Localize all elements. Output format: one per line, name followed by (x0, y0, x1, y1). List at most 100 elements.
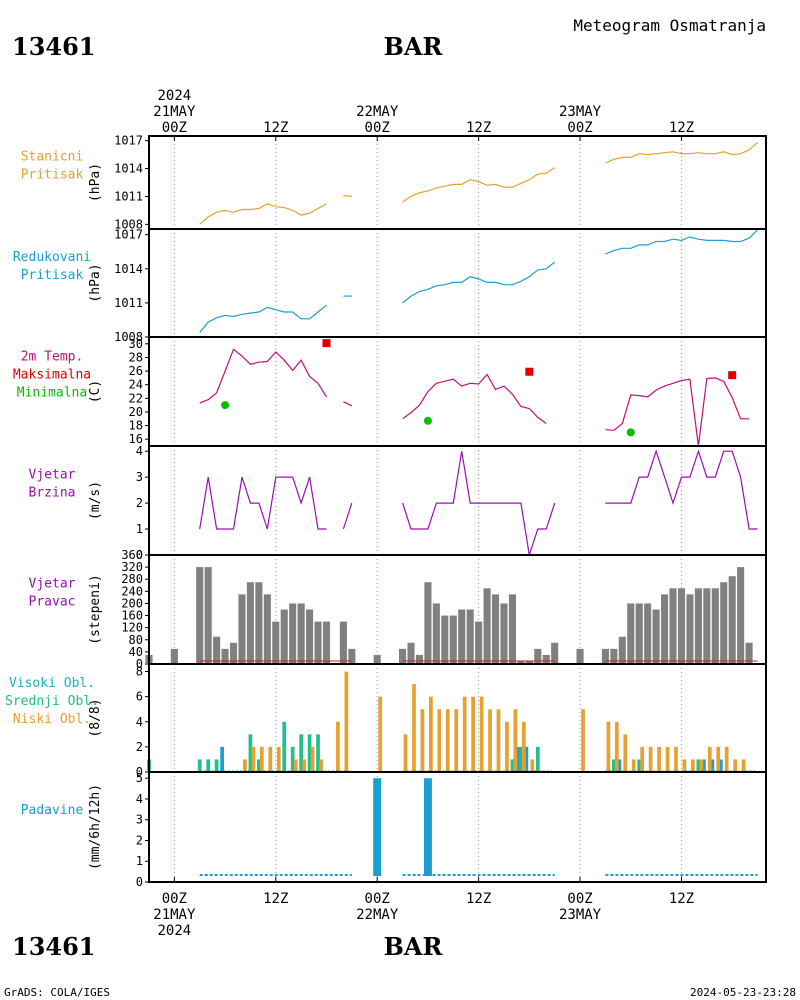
panel-temperature (145, 336, 767, 447)
wind-direction-bar (483, 588, 491, 664)
cloud-bar (516, 746, 520, 772)
cloud-bar (403, 734, 408, 772)
panel-label: Visoki Obl. (9, 676, 95, 691)
series-line-0-1 (343, 401, 353, 407)
y-tick-label: 28 (129, 350, 143, 364)
cloud-bar (293, 759, 298, 772)
series-line-0-1 (343, 194, 352, 197)
cloud-bar (716, 746, 721, 772)
cloud-bar (412, 684, 416, 772)
cloud-bar (718, 759, 723, 772)
y-tick-label: 30 (129, 337, 143, 351)
cloud-bar (259, 746, 264, 772)
wind-direction-bar (694, 588, 702, 664)
wind-direction-bar (661, 594, 669, 664)
bottom-time-label: 21MAY (153, 907, 196, 923)
wind-direction-bar (508, 594, 516, 664)
y-axis-label: (hPa) (88, 263, 103, 302)
wind-direction-bar (322, 621, 331, 664)
bottom-time-label: 2024 (157, 923, 191, 939)
cloud-bar (524, 746, 529, 772)
cloud-bar (344, 671, 349, 772)
panel-label: Vjetar (29, 577, 76, 592)
panel-cloud_cover (145, 663, 767, 773)
cloud-bar (197, 759, 202, 772)
y-axis-label: (m/s) (88, 481, 103, 520)
top-time-label: 00Z (365, 120, 390, 136)
y-tick-label: 26 (129, 364, 143, 378)
panel-label: Maksimalna (13, 368, 91, 383)
max-temp-marker (728, 371, 737, 380)
cloud-bar (496, 709, 501, 772)
wind-direction-bar (272, 621, 280, 664)
y-axis-label: (mm/6h/12h) (88, 784, 103, 870)
wind-direction-bar (618, 636, 626, 664)
cloud-bar (299, 734, 303, 772)
y-tick-label: 1014 (114, 262, 143, 276)
cloud-bar (614, 721, 619, 772)
wind-direction-bar (677, 588, 686, 664)
cloud-bar (479, 696, 484, 772)
wind-direction-bar (297, 603, 305, 664)
cloud-bar (420, 709, 425, 772)
y-tick-label: 1017 (114, 134, 143, 148)
y-tick-label: 80 (129, 633, 143, 647)
station-id-top: 13461 (12, 32, 96, 61)
footer-credit: GrADS: COLA/IGES (4, 986, 110, 999)
wind-direction-bar (415, 654, 424, 664)
wind-direction-bar (466, 609, 474, 664)
top-time-label: 00Z (162, 120, 187, 136)
cloud-bar (302, 759, 306, 772)
wind-direction-bar (491, 594, 500, 664)
y-tick-label: 22 (129, 391, 143, 405)
cloud-bar (699, 759, 704, 772)
bottom-time-label: 00Z (162, 891, 187, 907)
series-line-0-3 (605, 449, 758, 530)
footer-timestamp: 2024-05-23-23:28 (690, 986, 796, 999)
wind-direction-bar (644, 603, 652, 664)
cloud-bar (243, 759, 247, 772)
wind-direction-bar (745, 642, 753, 664)
cloud-bar (702, 759, 706, 772)
bottom-time-label: 00Z (365, 891, 390, 907)
y-tick-label: 6 (136, 690, 143, 704)
wind-direction-bar (263, 594, 271, 664)
wind-direction-bar (246, 582, 254, 664)
y-tick-label: 360 (121, 548, 143, 562)
cloud-bar (581, 709, 585, 772)
y-tick-label: 4 (136, 444, 143, 458)
top-time-label: 2024 (157, 88, 191, 104)
cloud-bar (535, 746, 540, 772)
series-line-0-3 (605, 377, 750, 447)
panel-label: Pritisak (21, 168, 84, 183)
panel-label: 2m Temp. (21, 350, 84, 365)
max-temp-marker (525, 367, 534, 376)
cloud-bar (674, 746, 678, 772)
subtitle: Meteogram Osmatranja (573, 16, 766, 35)
cloud-bar (471, 696, 475, 772)
wind-direction-bar (610, 648, 618, 664)
y-tick-label: 1017 (114, 228, 143, 242)
bottom-time-label: 23MAY (559, 907, 602, 923)
cloud-bar (519, 746, 523, 772)
wind-direction-bar (255, 582, 263, 664)
y-tick-label: 160 (121, 609, 143, 623)
y-axis-label: (hPa) (88, 163, 103, 202)
y-tick-label: 24 (129, 378, 143, 392)
y-axis-label: (stepeni) (88, 574, 103, 644)
station-name-bottom: BAR (384, 932, 444, 961)
series-line-0-0 (199, 348, 328, 404)
cloud-bar (268, 746, 273, 772)
wind-direction-bar (728, 576, 736, 664)
cloud-bar (257, 759, 261, 772)
y-tick-label: 0 (136, 765, 143, 779)
top-time-label: 21MAY (153, 104, 196, 120)
panel-label: Niski Obl. (13, 712, 91, 727)
panel-wind_direction (145, 554, 767, 665)
wind-direction-bar (635, 603, 643, 664)
y-tick-label: 3 (136, 470, 143, 484)
series-line-0-2 (402, 167, 556, 203)
cloud-bar (319, 759, 323, 772)
cloud-bar (251, 746, 256, 772)
max-temp-marker (322, 339, 331, 348)
